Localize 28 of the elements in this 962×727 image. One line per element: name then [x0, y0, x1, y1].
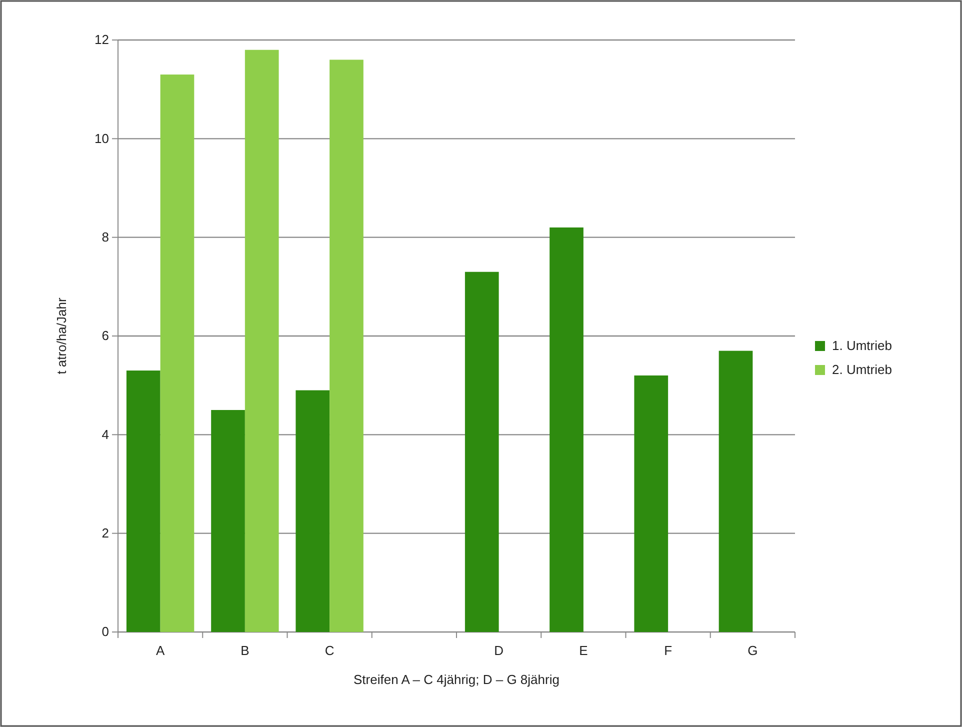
- x-tick-label: D: [494, 643, 504, 658]
- bar: [330, 60, 364, 632]
- x-tick-label: G: [748, 643, 758, 658]
- bar: [718, 350, 753, 632]
- bar: [211, 410, 245, 632]
- legend-label: 1. Umtrieb: [832, 338, 892, 353]
- y-axis-title: t atro/ha/Jahr: [54, 297, 69, 374]
- bar: [126, 370, 160, 632]
- x-tick-label: F: [664, 643, 672, 658]
- y-tick-label: 4: [102, 426, 109, 442]
- x-tick-label: B: [240, 643, 250, 658]
- bar: [634, 375, 668, 632]
- y-tick-label: 0: [102, 624, 109, 640]
- bar: [464, 272, 499, 632]
- y-tick-label: 6: [102, 328, 109, 344]
- y-tick-label: 12: [94, 32, 109, 48]
- bar: [296, 390, 330, 632]
- legend-label: 2. Umtrieb: [832, 362, 892, 377]
- y-tick-label: 10: [94, 130, 109, 146]
- bar: [550, 227, 584, 632]
- bar: [160, 74, 194, 632]
- y-tick-label: 2: [102, 525, 109, 540]
- x-axis-title: Streifen A – C 4jährig; D – G 8jährig: [354, 672, 560, 687]
- x-tick-label: A: [156, 643, 165, 658]
- y-tick-label: 8: [102, 229, 109, 244]
- x-tick-label: E: [579, 643, 588, 658]
- bar: [244, 50, 279, 632]
- x-tick-label: C: [324, 643, 334, 658]
